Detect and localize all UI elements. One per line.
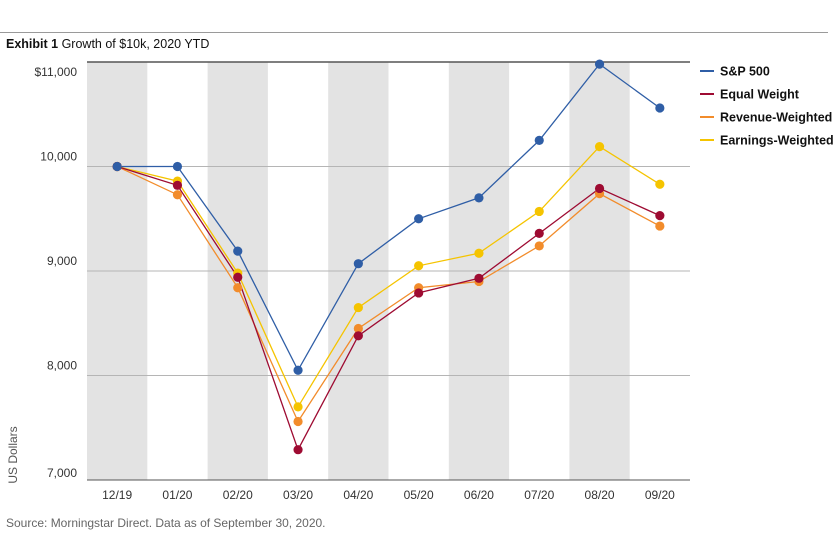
x-tick-label: 08/20: [585, 488, 615, 502]
y-tick-label: 8,000: [47, 359, 77, 373]
legend-label: Equal Weight: [720, 88, 800, 102]
point-s-p-500: [293, 365, 303, 375]
x-tick-label: 07/20: [524, 488, 554, 502]
point-revenue-weighted: [293, 416, 303, 427]
y-tick-label: 7,000: [47, 466, 77, 480]
point-equal-weight: [474, 273, 484, 283]
x-tick-labels: 12/19 01/20 02/20 03/20 04/20 05/20 06/20 07/20…: [102, 488, 675, 502]
series-line-equal-weight: [117, 165, 661, 452]
x-tick-label: 04/20: [343, 488, 373, 502]
series-lines: [116, 63, 661, 452]
point-earnings-weighted: [594, 142, 605, 152]
y-tick-labels: 7,000 8,000 9,000 10,000 $11,000: [35, 65, 78, 480]
legend: S&P 500 Equal Weight Revenue-Weighted Earni…: [700, 65, 834, 148]
x-tick-label: 03/20: [283, 488, 313, 502]
point-revenue-weighted: [353, 323, 363, 334]
point-revenue-weighted: [233, 283, 243, 293]
point-equal-weight: [534, 228, 544, 238]
x-tick-label: 12/19: [102, 488, 132, 502]
point-earnings-weighted: [293, 402, 303, 412]
legend-label: Revenue-Weighted: [720, 111, 832, 125]
exhibit-heading: Exhibit 1 Growth of $10k, 2020 YTD: [6, 37, 209, 51]
point-equal-weight: [414, 288, 424, 298]
series-points: [112, 59, 665, 455]
point-earnings-weighted: [474, 248, 484, 258]
x-tick-label: 09/20: [645, 488, 675, 502]
point-equal-weight: [233, 272, 243, 282]
y-axis-title: US Dollars: [6, 426, 20, 483]
point-s-p-500: [112, 161, 122, 172]
exhibit-title: Growth of $10k, 2020 YTD: [61, 37, 210, 51]
point-equal-weight: [172, 180, 183, 190]
point-s-p-500: [474, 193, 484, 203]
x-tick-label: 05/20: [404, 488, 434, 502]
point-earnings-weighted: [534, 206, 544, 217]
point-earnings-weighted: [655, 179, 665, 189]
point-s-p-500: [414, 214, 424, 224]
x-tick-label: 01/20: [162, 488, 192, 502]
point-equal-weight: [353, 331, 363, 341]
point-earnings-weighted: [414, 261, 424, 271]
point-s-p-500: [534, 135, 544, 145]
point-equal-weight: [594, 183, 605, 194]
point-earnings-weighted: [353, 302, 363, 313]
point-s-p-500: [233, 246, 243, 256]
point-s-p-500: [172, 161, 183, 172]
gridlines: [87, 61, 690, 481]
series-line-earnings-weighted: [117, 145, 661, 409]
point-equal-weight: [293, 445, 303, 455]
exhibit-label: Exhibit 1: [6, 37, 59, 51]
legend-label: Earnings-Weighted: [720, 134, 834, 148]
point-revenue-weighted: [534, 241, 544, 251]
series-line-revenue-weighted: [116, 165, 661, 423]
point-s-p-500: [655, 103, 665, 113]
y-tick-label: 10,000: [40, 150, 77, 164]
series-line-s-p-500: [117, 63, 661, 372]
point-revenue-weighted: [655, 221, 665, 231]
x-tick-label: 02/20: [223, 488, 253, 502]
x-tick-label: 06/20: [464, 488, 494, 502]
point-equal-weight: [655, 211, 665, 221]
legend-label: S&P 500: [720, 65, 770, 79]
header-rule: [0, 32, 828, 33]
point-revenue-weighted: [172, 190, 183, 200]
y-tick-label: 9,000: [47, 254, 77, 268]
y-tick-label: $11,000: [35, 65, 78, 79]
source-note: Source: Morningstar Direct. Data as of S…: [6, 516, 326, 530]
point-s-p-500: [353, 259, 363, 269]
point-s-p-500: [594, 59, 605, 69]
